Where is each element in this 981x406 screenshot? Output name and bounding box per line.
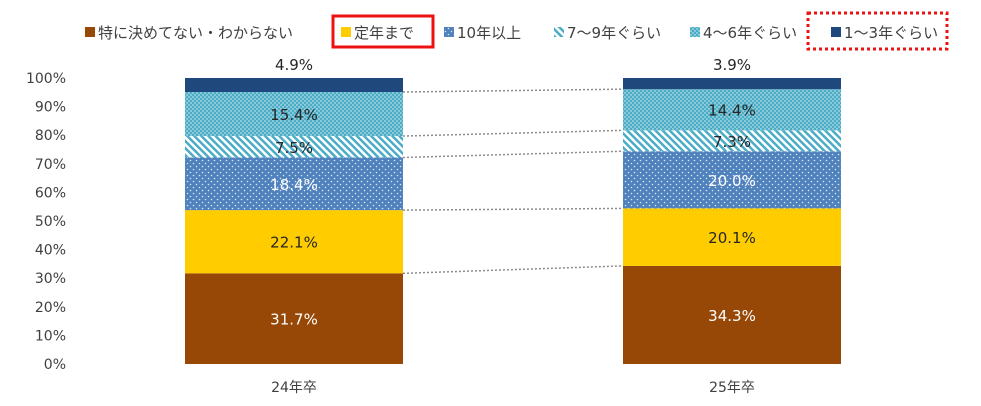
bar-segment xyxy=(623,130,841,152)
bar-segment xyxy=(185,78,403,93)
data-label: 3.9% xyxy=(713,56,751,74)
y-tick-label: 50% xyxy=(35,214,66,230)
bar-segment xyxy=(623,151,841,209)
connector-line xyxy=(402,265,624,275)
y-tick-label: 70% xyxy=(35,157,66,173)
data-label: 34.3% xyxy=(708,307,756,325)
bar-segment xyxy=(185,157,403,211)
y-tick-label: 90% xyxy=(35,100,66,116)
data-label: 18.4% xyxy=(270,176,318,194)
data-label: 7.5% xyxy=(275,139,313,157)
highlight-box-solid xyxy=(331,14,435,49)
bar-segment xyxy=(623,265,841,364)
connector-lines xyxy=(402,88,624,275)
data-label: 31.7% xyxy=(270,311,318,329)
data-labels: 31.7% 22.1% 18.4% 7.5% 15.4% 4.9% 34.3% 20.1% 20… xyxy=(270,56,756,329)
y-tick-label: 40% xyxy=(35,243,66,259)
legend-label: 4～6年ぐらい xyxy=(703,24,797,42)
data-label: 20.0% xyxy=(708,172,756,190)
x-category-label: 25年卒 xyxy=(709,380,755,396)
legend-swatch xyxy=(85,27,95,37)
legend-swatch xyxy=(831,27,841,37)
bar-segment xyxy=(623,208,841,266)
y-tick-label: 60% xyxy=(35,185,66,201)
legend-label: 定年まで xyxy=(354,24,414,42)
y-tick-label: 100% xyxy=(26,71,66,87)
bar-segment xyxy=(185,273,403,364)
connector-line xyxy=(402,129,624,137)
data-label: 15.4% xyxy=(270,106,318,124)
connector-line xyxy=(402,207,624,211)
y-tick-label: 10% xyxy=(35,328,66,344)
legend-swatch xyxy=(341,27,351,37)
y-tick-label: 30% xyxy=(35,271,66,287)
x-category-label: 24年卒 xyxy=(271,380,317,396)
legend-swatch xyxy=(444,27,454,37)
legend: 特に決めてない・わからない 定年まで 10年以上 7～9年ぐらい 4～6年ぐらい 1～3年… xyxy=(85,11,949,51)
y-axis: 0% 10% 20% 30% 40% 50% 60% 70% 80% 90% 100% xyxy=(26,71,66,373)
data-label: 7.3% xyxy=(713,133,751,151)
bar-segment xyxy=(185,92,403,137)
bar-segment xyxy=(185,210,403,274)
connector-line xyxy=(402,150,624,159)
highlight-box-dotted xyxy=(806,11,949,51)
y-tick-label: 20% xyxy=(35,300,66,316)
data-label: 4.9% xyxy=(275,56,313,74)
data-label: 14.4% xyxy=(708,102,756,120)
y-tick-label: 0% xyxy=(44,357,66,373)
legend-label: 特に決めてない・わからない xyxy=(98,24,293,42)
bar-segment xyxy=(623,78,841,90)
legend-label: 7～9年ぐらい xyxy=(567,24,661,42)
x-axis: 24年卒 25年卒 xyxy=(271,380,755,396)
y-tick-label: 80% xyxy=(35,128,66,144)
legend-label: 1～3年ぐらい xyxy=(844,24,938,42)
legend-swatch xyxy=(554,27,564,37)
bars xyxy=(185,78,841,364)
bar-segment xyxy=(185,136,403,158)
bar-segment xyxy=(623,89,841,131)
data-label: 20.1% xyxy=(708,229,756,247)
legend-label: 10年以上 xyxy=(457,24,521,42)
data-label: 22.1% xyxy=(270,234,318,252)
connector-line xyxy=(402,88,624,93)
legend-swatch xyxy=(690,27,700,37)
